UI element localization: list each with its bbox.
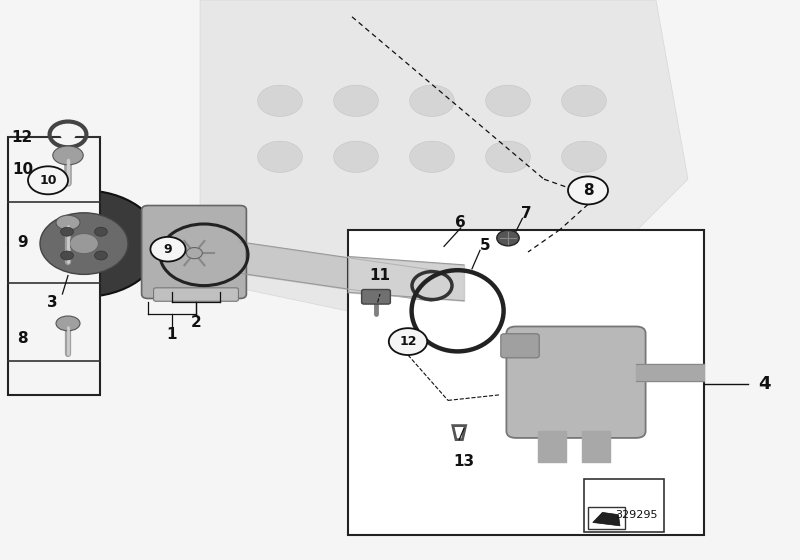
- Circle shape: [70, 234, 98, 254]
- Circle shape: [8, 190, 160, 297]
- Circle shape: [410, 141, 454, 172]
- Ellipse shape: [56, 316, 80, 331]
- FancyBboxPatch shape: [8, 137, 100, 395]
- Circle shape: [186, 248, 202, 259]
- Text: 5: 5: [480, 238, 491, 253]
- Circle shape: [60, 129, 76, 140]
- Text: 11: 11: [370, 268, 390, 283]
- Polygon shape: [593, 512, 620, 526]
- Polygon shape: [200, 0, 688, 347]
- FancyBboxPatch shape: [362, 290, 390, 304]
- Circle shape: [562, 85, 606, 116]
- Circle shape: [334, 141, 378, 172]
- Text: 7: 7: [521, 207, 532, 221]
- Text: 12: 12: [12, 130, 33, 144]
- Circle shape: [61, 251, 74, 260]
- Circle shape: [150, 237, 186, 262]
- Text: 2: 2: [190, 315, 202, 329]
- Text: 3: 3: [46, 295, 58, 310]
- Circle shape: [497, 230, 519, 246]
- Circle shape: [258, 85, 302, 116]
- FancyBboxPatch shape: [501, 334, 539, 358]
- Circle shape: [61, 227, 74, 236]
- Circle shape: [334, 85, 378, 116]
- Ellipse shape: [56, 215, 80, 230]
- Circle shape: [410, 85, 454, 116]
- FancyBboxPatch shape: [506, 326, 646, 438]
- Text: 6: 6: [455, 216, 466, 230]
- Circle shape: [94, 251, 107, 260]
- Circle shape: [94, 227, 107, 236]
- Circle shape: [389, 328, 427, 355]
- Circle shape: [568, 176, 608, 204]
- Text: 10: 10: [12, 162, 33, 177]
- FancyBboxPatch shape: [588, 507, 625, 529]
- Circle shape: [486, 85, 530, 116]
- Text: 9: 9: [17, 235, 28, 250]
- Text: 8: 8: [582, 183, 594, 198]
- Text: 8: 8: [17, 332, 28, 346]
- Text: 9: 9: [164, 242, 172, 256]
- Text: 10: 10: [39, 174, 57, 187]
- Ellipse shape: [53, 146, 83, 165]
- Text: 4: 4: [758, 375, 770, 393]
- FancyBboxPatch shape: [584, 479, 664, 532]
- Text: 12: 12: [399, 335, 417, 348]
- Circle shape: [562, 141, 606, 172]
- FancyBboxPatch shape: [154, 288, 238, 301]
- Text: 13: 13: [454, 455, 474, 469]
- Circle shape: [486, 141, 530, 172]
- Circle shape: [258, 141, 302, 172]
- Text: 329295: 329295: [614, 510, 658, 520]
- Circle shape: [28, 166, 68, 194]
- Circle shape: [40, 213, 128, 274]
- FancyBboxPatch shape: [142, 206, 246, 298]
- Text: 1: 1: [166, 327, 178, 342]
- FancyBboxPatch shape: [348, 230, 704, 535]
